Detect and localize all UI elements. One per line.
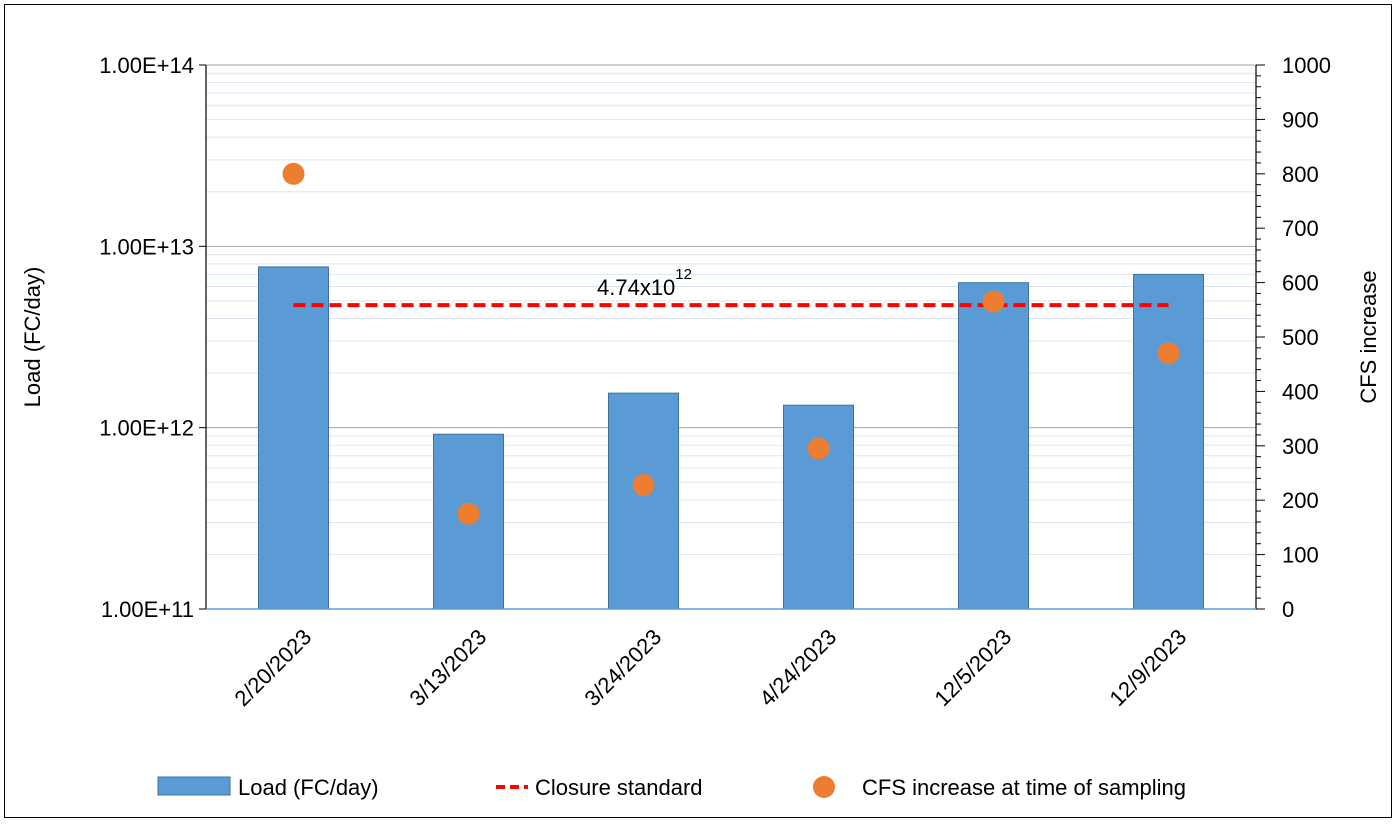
left-tick-label: 1.00E+12 [99, 416, 194, 441]
right-tick-label: 900 [1282, 107, 1319, 132]
cfs-point [457, 502, 480, 525]
legend: Load (FC/day) Closure standard CFS incre… [157, 775, 1186, 800]
cfs-point [282, 162, 305, 185]
right-tick-label: 300 [1282, 434, 1319, 459]
cfs-point [1157, 342, 1180, 365]
left-tick-label: 1.00E+13 [99, 234, 194, 259]
right-tick-label: 500 [1282, 325, 1319, 350]
load-bar [783, 404, 854, 610]
cfs-point [807, 437, 830, 460]
annotation-base: 4.74x10 [597, 275, 675, 300]
load-bar [608, 392, 679, 610]
left-axis-title: Load (FC/day) [20, 267, 45, 408]
closure-annotation: 4.74x1012 [597, 266, 692, 300]
right-tick-label: 800 [1282, 162, 1319, 187]
right-tick-label: 400 [1282, 379, 1319, 404]
load-bar [1133, 273, 1204, 610]
left-tick-label: 1.00E+14 [99, 53, 194, 78]
right-tick-label: 0 [1282, 597, 1294, 622]
x-tick-label: 3/13/2023 [404, 624, 491, 711]
right-tick-label: 100 [1282, 543, 1319, 568]
x-tick-label: 12/5/2023 [929, 624, 1016, 711]
x-tick-label: 3/24/2023 [579, 624, 666, 711]
right-tick-label: 600 [1282, 271, 1319, 296]
load-bar [258, 266, 329, 610]
cfs-point [632, 473, 655, 496]
load-bars [258, 266, 1204, 610]
legend-label-closure: Closure standard [535, 775, 703, 800]
right-tick-label: 1000 [1282, 53, 1331, 78]
right-tick-label: 200 [1282, 488, 1319, 513]
legend-swatch-load [157, 776, 231, 796]
gridlines [206, 64, 1256, 610]
x-tick-label: 2/20/2023 [229, 624, 316, 711]
cfs-points [282, 162, 1180, 525]
left-tick-label: 1.00E+11 [101, 597, 194, 622]
legend-label-cfs: CFS increase at time of sampling [862, 775, 1186, 800]
x-tick-label: 4/24/2023 [754, 624, 841, 711]
load-bar [958, 282, 1029, 610]
right-tick-label: 700 [1282, 216, 1319, 241]
legend-label-load: Load (FC/day) [238, 775, 379, 800]
annotation-exponent: 12 [675, 266, 692, 283]
legend-swatch-cfs [813, 776, 835, 798]
x-tick-label: 12/9/2023 [1104, 624, 1191, 711]
cfs-point [982, 290, 1005, 313]
right-axis-title: CFS increase [1356, 270, 1381, 403]
